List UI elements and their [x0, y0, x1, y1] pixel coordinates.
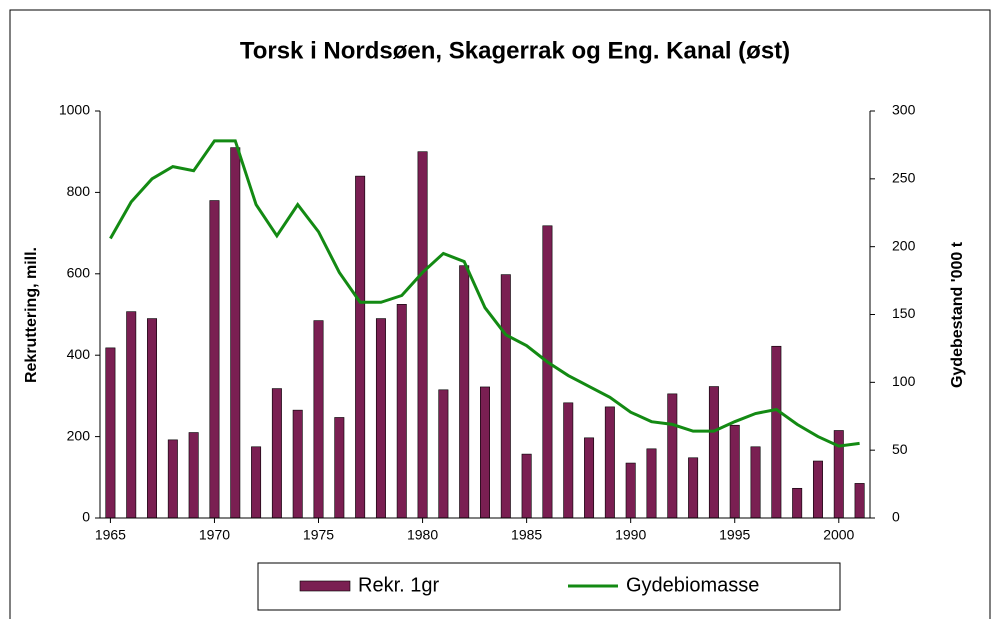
- bar: [563, 402, 574, 519]
- y2-tick-label: 50: [892, 441, 908, 457]
- x-tick-label: 1975: [303, 527, 334, 543]
- y-tick-label: 1000: [59, 102, 90, 118]
- bar: [750, 446, 761, 519]
- bar: [355, 175, 366, 519]
- bar: [625, 462, 636, 519]
- y2-tick-label: 250: [892, 170, 916, 186]
- chart-title: Torsk i Nordsøen, Skagerrak og Eng. Kana…: [240, 37, 790, 64]
- legend-label: Rekr. 1gr: [358, 574, 439, 596]
- x-tick-label: 1980: [407, 527, 438, 543]
- y-tick-label: 400: [67, 346, 91, 362]
- x-tick-label: 1995: [719, 527, 750, 543]
- bar: [417, 151, 428, 519]
- y-tick-label: 200: [67, 427, 91, 443]
- bar: [480, 386, 490, 519]
- bar: [271, 388, 282, 519]
- bar: [167, 439, 178, 519]
- bar: [646, 448, 657, 519]
- bar: [188, 432, 199, 519]
- bar: [521, 453, 532, 519]
- legend-swatch: [299, 580, 351, 592]
- bar: [792, 487, 803, 519]
- legend-label: Gydebiomasse: [626, 574, 759, 596]
- x-tick-label: 1965: [95, 527, 126, 543]
- bar: [313, 320, 324, 519]
- y2-tick-label: 200: [892, 237, 916, 253]
- y-tick-label: 600: [67, 265, 91, 281]
- bar: [292, 409, 303, 519]
- bar: [688, 457, 699, 519]
- bar: [812, 460, 823, 519]
- y-tick-label: 0: [82, 509, 90, 525]
- bar: [105, 347, 116, 519]
- bar: [542, 225, 553, 519]
- bar: [854, 483, 865, 519]
- legend-box: [257, 562, 841, 611]
- y-tick-label: 800: [67, 183, 91, 199]
- bar: [334, 417, 345, 519]
- bar: [147, 318, 158, 519]
- y-axis-label: Rekruttering, mill.: [23, 247, 40, 383]
- bar: [126, 311, 137, 519]
- bar: [375, 318, 386, 519]
- y2-tick-label: 0: [892, 509, 900, 525]
- bar: [604, 406, 615, 519]
- bar: [729, 424, 740, 519]
- y2-tick-label: 100: [892, 373, 916, 389]
- bar: [251, 446, 262, 519]
- x-tick-label: 2000: [823, 527, 854, 543]
- line: [109, 139, 860, 448]
- bar: [584, 437, 595, 519]
- x-tick-label: 1970: [199, 527, 230, 543]
- bar: [771, 345, 782, 519]
- y2-tick-label: 300: [892, 102, 916, 118]
- bar: [230, 147, 241, 519]
- bar: [500, 274, 511, 519]
- chart-border: [9, 9, 991, 619]
- bar: [209, 200, 220, 519]
- y2-tick-label: 150: [892, 305, 916, 321]
- bar: [438, 389, 449, 519]
- y2-axis-label: Gydebestand '000 t: [949, 241, 966, 388]
- x-tick-label: 1990: [615, 527, 646, 543]
- bar: [459, 265, 470, 519]
- bar: [396, 304, 407, 519]
- bar: [708, 386, 719, 519]
- x-tick-label: 1985: [511, 527, 542, 543]
- bar: [667, 393, 678, 519]
